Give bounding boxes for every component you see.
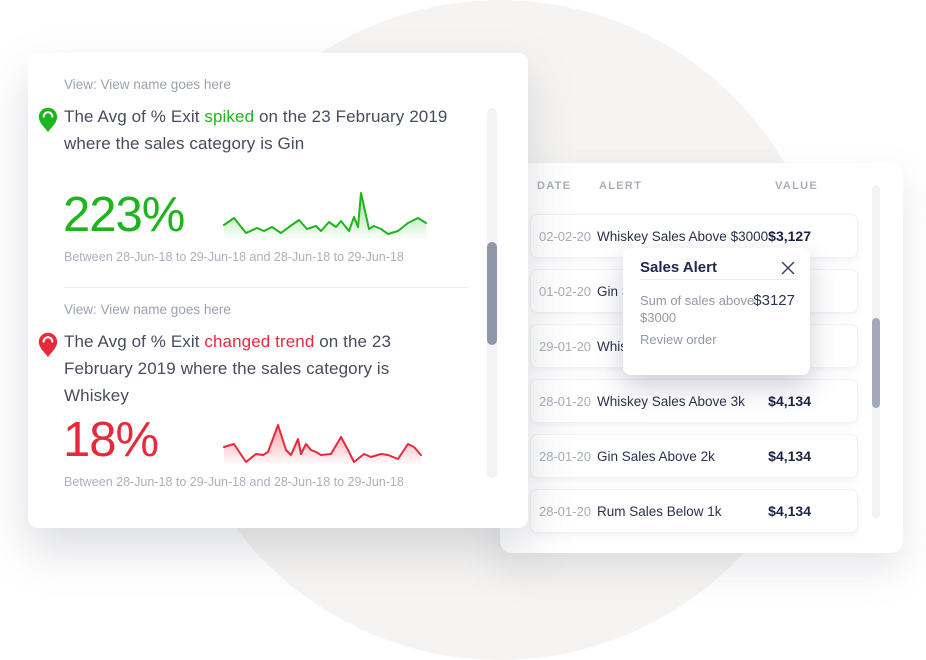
column-header-value: VALUE bbox=[775, 180, 818, 192]
row-date: 28-01-20 bbox=[539, 504, 592, 519]
row-date: 29-01-20 bbox=[539, 339, 592, 354]
row-date: 28-01-20 bbox=[539, 449, 592, 464]
section-divider bbox=[64, 287, 468, 288]
row-value: $4,134 bbox=[768, 393, 811, 409]
popup-alert-label: Sum of sales above $3000 bbox=[640, 293, 755, 325]
table-scrollbar-thumb[interactable] bbox=[872, 318, 880, 408]
signal-metric: 18% bbox=[63, 413, 159, 467]
signals-scrollbar-track[interactable] bbox=[487, 108, 497, 478]
popup-divider bbox=[640, 279, 797, 280]
row-alert: Gin Sales Above 2k bbox=[597, 449, 715, 464]
row-value: $4,134 bbox=[768, 448, 811, 464]
sales-alert-popup: Sales Alert Sum of sales above $3000 $31… bbox=[623, 248, 810, 375]
column-header-date: DATE bbox=[537, 180, 572, 192]
signal-item: View: View name goes here The Avg of % E… bbox=[28, 302, 528, 512]
signals-panel: View: View name goes here The Avg of % E… bbox=[28, 53, 528, 528]
row-date: 28-01-20 bbox=[539, 394, 592, 409]
signal-sentence: The Avg of % Exit spiked on the 23 Febru… bbox=[64, 107, 448, 153]
signal-pin-icon bbox=[38, 332, 58, 358]
signal-metric: 223% bbox=[63, 188, 185, 242]
signal-period: Between 28-Jun-18 to 29-Jun-18 and 28-Ju… bbox=[64, 250, 404, 264]
table-row[interactable]: 28-01-20 Gin Sales Above 2k $4,134 bbox=[530, 434, 858, 478]
signal-pin-icon bbox=[38, 107, 58, 133]
table-scrollbar-track[interactable] bbox=[872, 185, 880, 518]
row-value: $3,127 bbox=[768, 228, 811, 244]
signal-period: Between 28-Jun-18 to 29-Jun-18 and 28-Ju… bbox=[64, 475, 404, 489]
signal-item: View: View name goes here The Avg of % E… bbox=[28, 77, 528, 287]
review-order-link[interactable]: Review order bbox=[640, 332, 717, 347]
signal-keyword: changed trend bbox=[204, 332, 315, 351]
signal-keyword: spiked bbox=[204, 107, 255, 126]
popup-alert-value: $3127 bbox=[753, 292, 795, 309]
sparkline-chart bbox=[223, 424, 422, 464]
row-date: 02-02-20 bbox=[539, 229, 592, 244]
table-row[interactable]: 28-01-20 Rum Sales Below 1k $4,134 bbox=[530, 489, 858, 533]
close-icon[interactable] bbox=[780, 260, 796, 276]
row-alert: Rum Sales Below 1k bbox=[597, 504, 722, 519]
table-row[interactable]: 28-01-20 Whiskey Sales Above 3k $4,134 bbox=[530, 379, 858, 423]
row-alert: Whiskey Sales Above 3k bbox=[597, 394, 745, 409]
view-label: View: View name goes here bbox=[64, 77, 231, 92]
sparkline-chart bbox=[223, 192, 427, 239]
popup-title: Sales Alert bbox=[640, 259, 717, 276]
signal-sentence: The Avg of % Exit changed trend on the 2… bbox=[64, 332, 392, 405]
view-label: View: View name goes here bbox=[64, 302, 231, 317]
signals-scrollbar-thumb[interactable] bbox=[487, 242, 497, 345]
row-date: 01-02-20 bbox=[539, 284, 592, 299]
row-alert: Whiskey Sales Above $3000 bbox=[597, 229, 769, 244]
column-header-alert: ALERT bbox=[599, 180, 643, 192]
row-alert: Gin S bbox=[597, 284, 631, 299]
row-value: $4,134 bbox=[768, 503, 811, 519]
